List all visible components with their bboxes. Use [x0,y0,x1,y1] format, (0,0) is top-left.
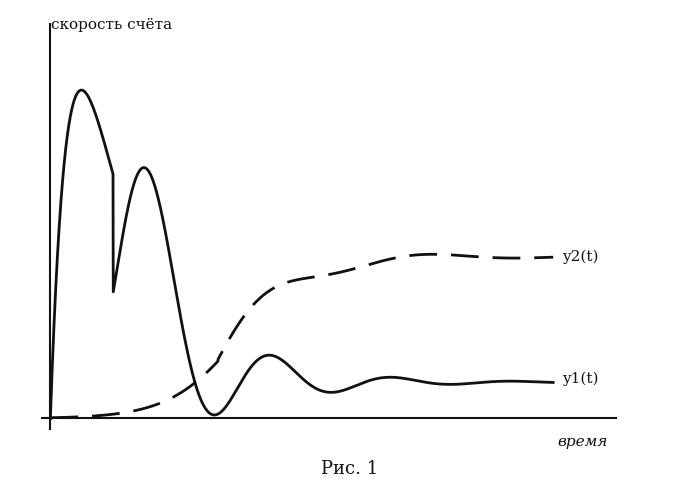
Text: скорость счёта: скорость счёта [51,18,172,32]
Text: Рис. 1: Рис. 1 [321,460,379,478]
Text: y2(t): y2(t) [561,250,598,264]
Text: время: время [557,435,608,449]
Text: y1(t): y1(t) [561,371,598,386]
